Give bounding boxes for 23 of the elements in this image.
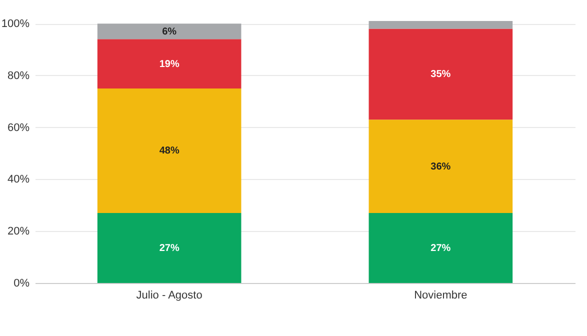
data-label: 48% (159, 146, 180, 157)
data-label: 19% (159, 58, 180, 70)
bar (368, 212, 513, 283)
bar (97, 212, 242, 283)
y-tick-label: 0% (14, 278, 30, 290)
bar (368, 21, 513, 29)
bar (97, 24, 242, 40)
bar (97, 88, 242, 213)
bar (97, 39, 242, 88)
data-label: 27% (159, 242, 180, 254)
y-tick-label: 20% (7, 226, 30, 238)
data-label: 35% (430, 69, 451, 80)
bar (368, 120, 513, 213)
x-tick-label: Julio - Agosto (136, 290, 202, 302)
y-tick-label: 100% (1, 18, 30, 30)
y-tick-label: 80% (7, 70, 30, 82)
y-tick-label: 60% (7, 122, 30, 134)
data-label: 6% (162, 26, 177, 38)
data-label: 27% (430, 242, 451, 254)
data-label: 36% (430, 161, 451, 172)
bar (368, 28, 513, 120)
y-tick-label: 40% (7, 174, 30, 186)
x-tick-label: Noviembre (414, 290, 468, 302)
